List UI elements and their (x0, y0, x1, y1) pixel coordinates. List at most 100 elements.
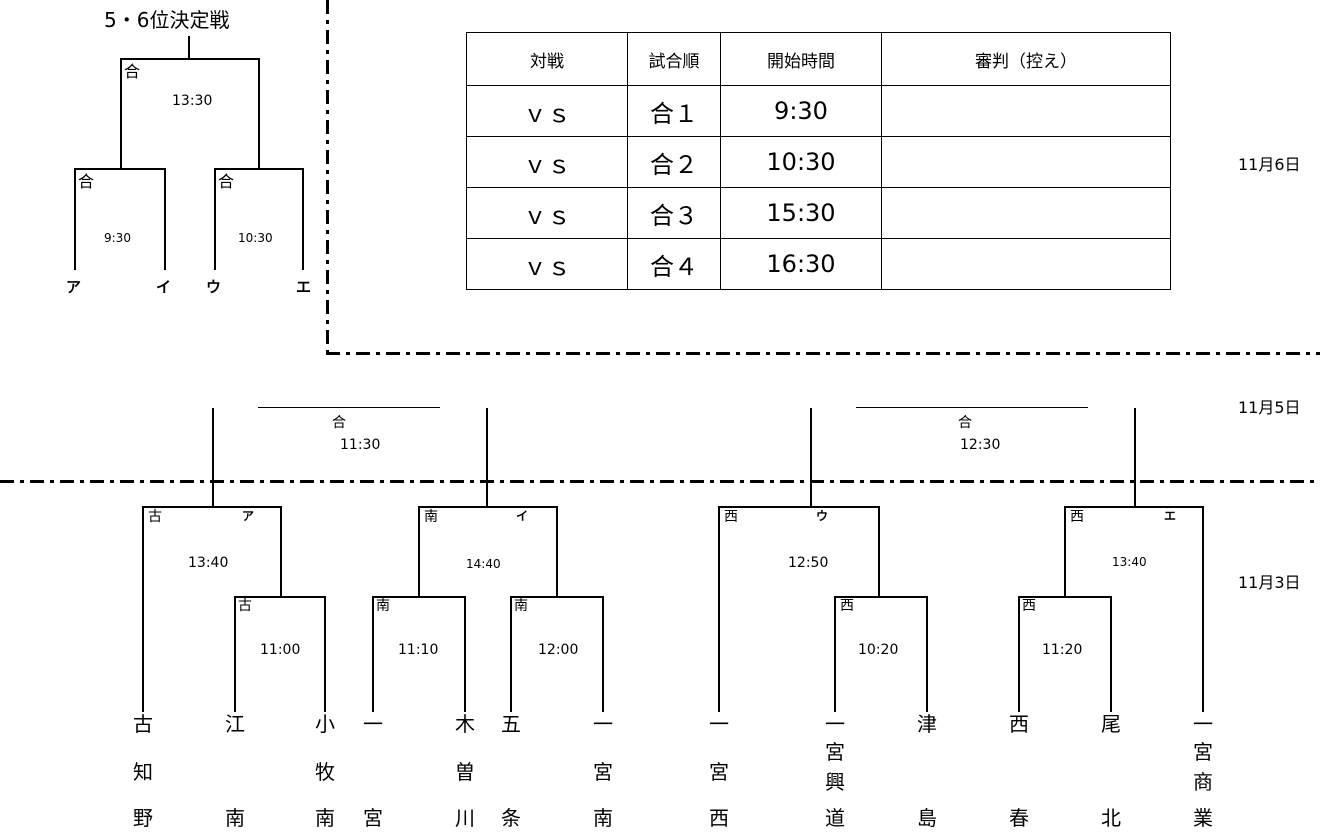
bracket-line (418, 506, 558, 508)
semi-left-time: 11:30 (340, 437, 381, 453)
cell-order: 合１ (627, 85, 721, 137)
bracket-line (302, 168, 304, 270)
date-day3: 11月6日 (1238, 155, 1301, 174)
team-char: 業 (1193, 806, 1213, 830)
bracket-line (1018, 596, 1020, 712)
team-char: 古 (133, 712, 153, 736)
block-c-slot: ウ (816, 509, 829, 523)
team-char: 南 (593, 806, 613, 830)
bracket-line (856, 407, 1088, 408)
block-c-label: 西 (724, 509, 738, 525)
cell-match: ｖｓ (466, 187, 628, 239)
mini-top-label: 合 (124, 62, 141, 81)
team-char: 南 (225, 806, 245, 830)
bracket-line (486, 408, 488, 508)
block-b2-label: 南 (376, 598, 390, 614)
separator-lower (0, 480, 1320, 483)
vertical-separator (326, 0, 329, 356)
team-char: 野 (133, 806, 153, 830)
bracket-line (464, 596, 466, 712)
team-char: 尾 (1101, 712, 1121, 736)
cell-match: ｖｓ (466, 238, 628, 290)
block-d2-time: 11:20 (1042, 642, 1083, 658)
cell-time: 15:30 (720, 187, 882, 239)
block-d-label: 西 (1070, 509, 1084, 525)
slot-i: イ (156, 278, 172, 296)
bracket-line (510, 596, 604, 598)
bracket-line (280, 506, 282, 596)
bracket-line (810, 408, 812, 508)
cell-order: 合２ (627, 136, 721, 188)
semi-right-time: 12:30 (960, 437, 1001, 453)
bracket-line (214, 168, 216, 270)
team-char: 曽 (455, 760, 475, 784)
block-b-slot: イ (516, 509, 529, 523)
bracket-line (324, 596, 326, 712)
bracket-line (926, 596, 928, 712)
cell-order: 合３ (627, 187, 721, 239)
bracket-line (188, 36, 190, 58)
mini-top-time: 13:30 (172, 93, 213, 109)
team-char: 道 (825, 806, 845, 830)
block-d2-label: 西 (1022, 598, 1036, 614)
slot-e: エ (296, 278, 312, 296)
page-title: 5・6位決定戦 (104, 8, 230, 32)
bracket-line (258, 407, 440, 408)
block-a2-label: 古 (238, 598, 252, 614)
mini-left-time: 9:30 (104, 231, 131, 245)
block-b-label: 南 (424, 509, 438, 525)
bracket-line (214, 168, 304, 170)
bracket-line (372, 596, 466, 598)
team-char: 商 (1193, 770, 1213, 794)
bracket-line (1018, 596, 1112, 598)
block-a-slot: ア (242, 509, 255, 523)
bracket-line (556, 506, 558, 596)
bracket-line (602, 596, 604, 712)
date-day2: 11月5日 (1238, 398, 1301, 417)
slot-a: ア (66, 278, 82, 296)
team-char: 知 (133, 760, 153, 784)
bracket-line (212, 408, 214, 508)
semi-left-label: 合 (332, 415, 346, 431)
block-a-label: 古 (148, 509, 162, 525)
table-row: ｖｓ 合３ 15:30 (466, 187, 1171, 239)
team-char: 西 (1009, 712, 1029, 736)
team-char: 一 (593, 712, 613, 736)
block-d-slot: エ (1164, 509, 1177, 523)
block-b2-time: 11:10 (398, 642, 439, 658)
cell-match: ｖｓ (466, 85, 628, 137)
bracket-line (418, 506, 420, 596)
block-d-time: 13:40 (1112, 555, 1147, 569)
mini-left-label: 合 (78, 172, 95, 191)
separator-upper (326, 352, 1320, 355)
block-c2-label: 西 (840, 598, 854, 614)
table-header-row: 対戦 試合順 開始時間 審判（控え） (466, 32, 1171, 86)
bracket-line (510, 596, 512, 712)
team-char: 北 (1101, 806, 1121, 830)
block-b3-time: 12:00 (538, 642, 579, 658)
cell-time: 10:30 (720, 136, 882, 188)
team-char: 宮 (1193, 740, 1213, 764)
block-c-time: 12:50 (788, 555, 829, 571)
team-char: 一 (1193, 712, 1213, 736)
table-row: ｖｓ 合４ 16:30 (466, 238, 1171, 290)
header-order: 試合順 (627, 32, 721, 86)
bracket-line (834, 596, 928, 598)
team-char: 南 (315, 806, 335, 830)
team-char: 興 (825, 770, 845, 794)
block-b-time: 14:40 (466, 557, 501, 571)
bracket-line (1134, 408, 1136, 508)
team-char: 条 (501, 806, 521, 830)
cell-time: 16:30 (720, 238, 882, 290)
semi-right-label: 合 (958, 415, 972, 431)
bracket-line (74, 168, 166, 170)
team-char: 宮 (593, 760, 613, 784)
team-char: 一 (825, 712, 845, 736)
bracket-line (1202, 506, 1204, 712)
block-a-time: 13:40 (188, 555, 229, 571)
block-b3-label: 南 (514, 598, 528, 614)
team-char: 五 (501, 712, 521, 736)
schedule-table: 対戦 試合順 開始時間 審判（控え） ｖｓ 合１ 9:30 ｖｓ 合２ 10:3… (466, 32, 1171, 290)
date-day1: 11月3日 (1238, 573, 1301, 592)
team-char: 津 (917, 712, 937, 736)
